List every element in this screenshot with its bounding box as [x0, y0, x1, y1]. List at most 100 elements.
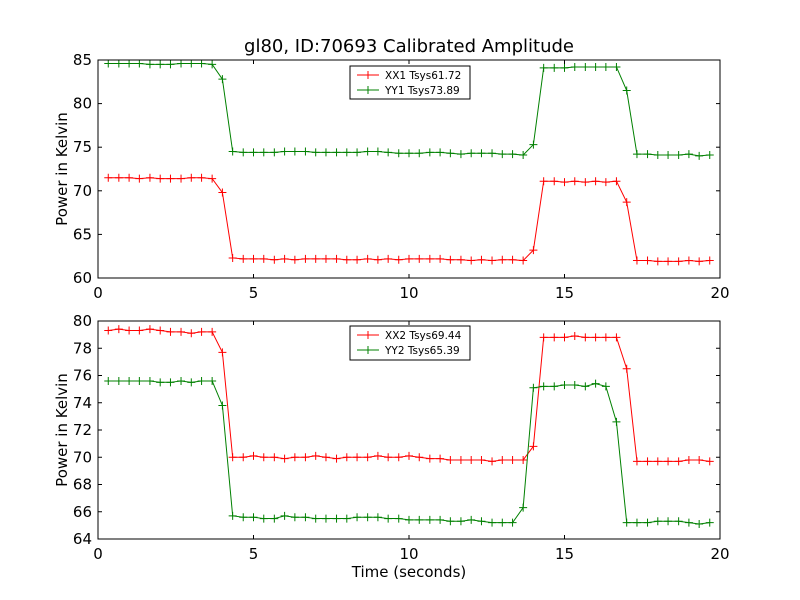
data-point: [384, 148, 393, 157]
y-tick-label: 80: [73, 312, 92, 330]
data-point: [363, 453, 372, 462]
data-point: [405, 515, 413, 524]
legend-label: XX1 Tsys61.72: [385, 70, 461, 82]
data-point: [591, 333, 600, 342]
data-point: [550, 382, 559, 391]
legend-label: XX2 Tsys69.44: [385, 330, 462, 342]
data-point: [145, 60, 154, 69]
data-point: [280, 511, 289, 520]
y-axis-label: Power in Kelvin: [53, 373, 71, 487]
data-point: [498, 255, 507, 264]
data-point: [488, 256, 497, 265]
data-point: [581, 62, 590, 71]
data-point: [177, 327, 186, 336]
series-1: [104, 325, 714, 466]
data-point: [104, 173, 113, 182]
data-point: [321, 453, 330, 462]
y-tick-label: 80: [73, 95, 92, 113]
data-point: [591, 62, 600, 71]
data-point: [529, 442, 538, 451]
data-point: [632, 457, 641, 466]
data-point: [145, 376, 154, 385]
data-point: [612, 62, 621, 71]
data-point: [239, 513, 248, 522]
x-tick-label: 5: [249, 284, 259, 302]
data-point: [239, 453, 248, 462]
data-point: [135, 174, 144, 183]
data-point: [394, 149, 403, 158]
data-point: [259, 148, 268, 157]
data-point: [114, 60, 123, 68]
data-point: [187, 378, 196, 387]
data-point: [519, 256, 528, 265]
data-point: [239, 254, 248, 263]
legend-marker: [364, 86, 372, 94]
data-point: [467, 515, 476, 524]
data-point: [498, 150, 507, 159]
data-point: [156, 174, 165, 183]
data-point: [653, 457, 662, 466]
data-point: [208, 376, 217, 385]
data-point: [384, 514, 393, 523]
data-point: [570, 381, 579, 390]
data-point: [622, 518, 631, 527]
legend-box: [349, 325, 471, 361]
data-point: [405, 254, 413, 263]
data-point: [425, 515, 434, 524]
legend-label: YY1 Tsys73.89: [384, 85, 460, 97]
data-point: [425, 254, 434, 263]
data-point: [321, 514, 330, 523]
data-point: [488, 149, 497, 158]
data-point: [560, 178, 569, 187]
data-point: [218, 348, 227, 357]
data-point: [684, 150, 693, 159]
data-point: [228, 453, 237, 462]
data-point: [208, 60, 217, 69]
data-point: [695, 455, 704, 464]
data-point: [653, 517, 662, 526]
data-point: [612, 333, 621, 342]
data-point: [228, 147, 237, 156]
data-point: [125, 60, 134, 68]
data-point: [270, 514, 279, 523]
data-point: [156, 378, 165, 387]
data-point: [560, 333, 569, 342]
data-point: [705, 457, 714, 466]
x-tick-label: 10: [399, 284, 418, 302]
data-point: [446, 455, 455, 464]
data-point: [166, 60, 175, 69]
data-point: [539, 177, 548, 186]
data-point: [508, 518, 517, 527]
data-point: [477, 517, 486, 526]
data-point: [342, 255, 351, 264]
legend-marker: [364, 71, 372, 79]
data-point: [581, 382, 590, 391]
data-point: [394, 514, 403, 523]
data-point: [249, 451, 258, 460]
data-point: [519, 151, 528, 160]
data-point: [187, 173, 196, 182]
data-point: [197, 327, 206, 336]
data-point: [218, 401, 227, 410]
data-point: [539, 333, 548, 342]
data-point: [197, 60, 206, 68]
x-tick-label: 15: [555, 284, 574, 302]
data-point: [415, 453, 424, 462]
data-point: [280, 147, 289, 156]
y-tick-label: 85: [73, 51, 92, 69]
data-point: [187, 60, 196, 68]
y-tick-label: 60: [73, 269, 92, 287]
data-point: [321, 254, 330, 263]
series-2: [104, 60, 714, 160]
data-point: [684, 455, 693, 464]
data-point: [290, 255, 299, 264]
data-point: [405, 451, 413, 460]
data-point: [218, 188, 227, 197]
data-point: [301, 254, 310, 263]
data-point: [601, 382, 610, 391]
y-tick-label: 66: [73, 503, 92, 521]
data-point: [114, 376, 123, 385]
data-point: [612, 177, 621, 186]
series-1: [104, 173, 714, 266]
data-point: [674, 151, 683, 160]
